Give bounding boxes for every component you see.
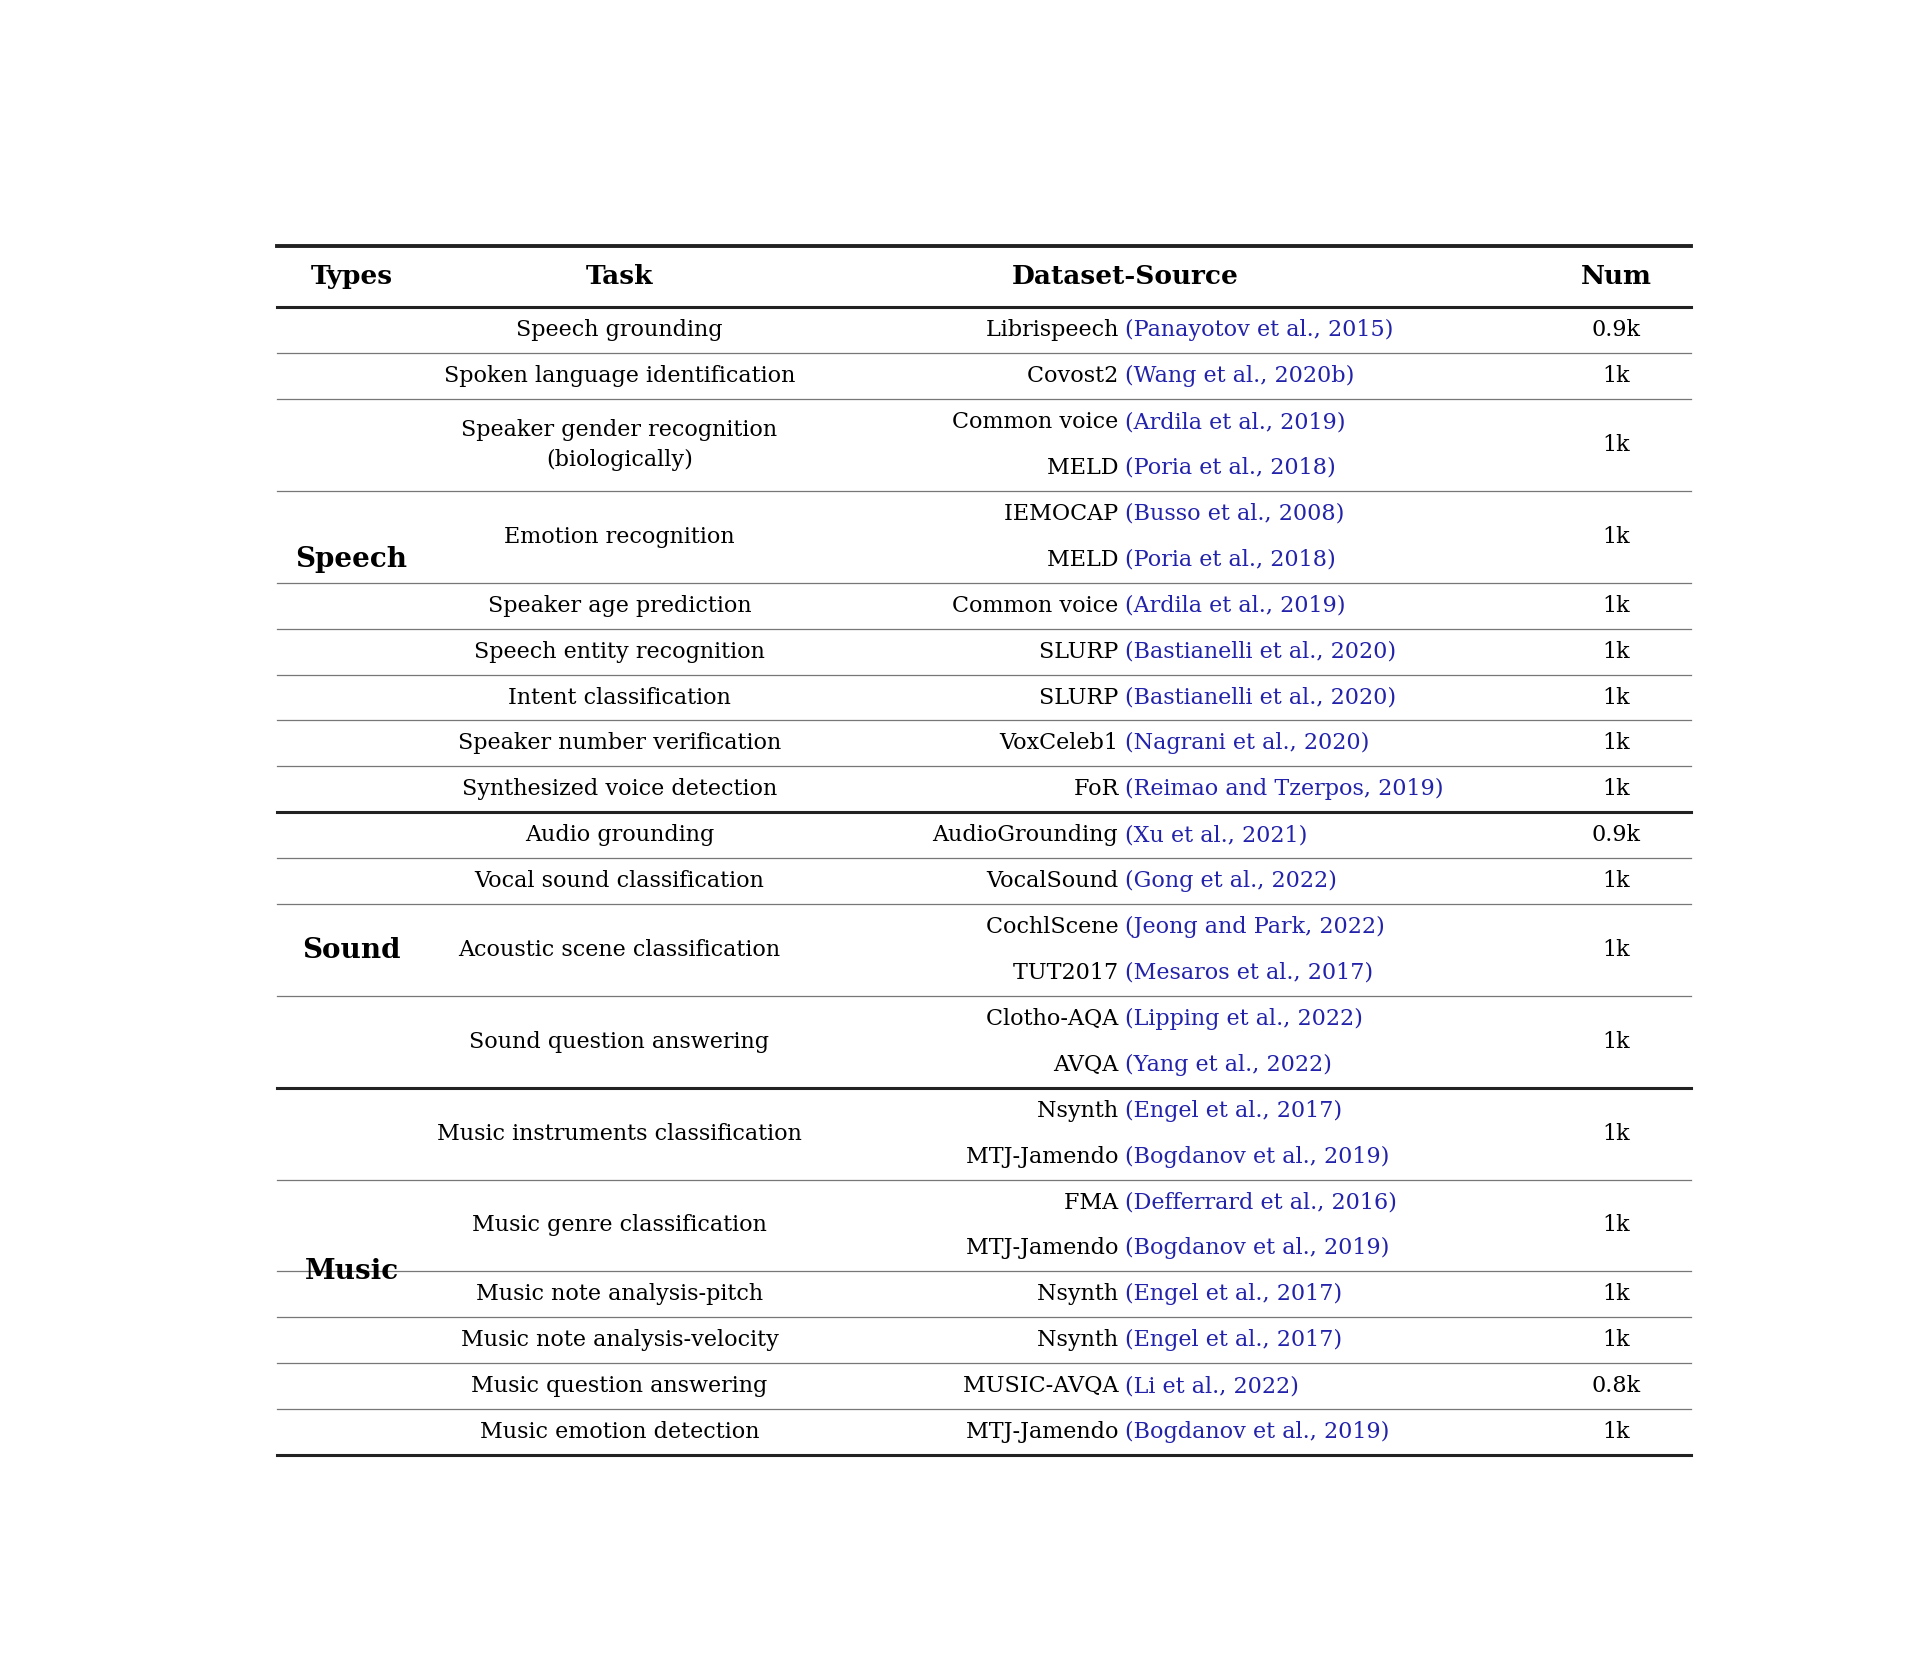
Text: Task: Task — [586, 264, 653, 289]
Text: AudioGrounding: AudioGrounding — [933, 824, 1125, 846]
Text: MUSIC-AVQA: MUSIC-AVQA — [962, 1375, 1125, 1397]
Text: Nsynth: Nsynth — [1037, 1283, 1125, 1305]
Text: 1k: 1k — [1603, 939, 1630, 961]
Text: Music note analysis-pitch: Music note analysis-pitch — [476, 1283, 762, 1305]
Text: (Li et al., 2022): (Li et al., 2022) — [1125, 1375, 1300, 1397]
Text: 0.9k: 0.9k — [1592, 319, 1642, 341]
Text: Emotion recognition: Emotion recognition — [505, 526, 735, 548]
Text: (Jeong and Park, 2022): (Jeong and Park, 2022) — [1125, 916, 1384, 937]
Text: Synthesized voice detection: Synthesized voice detection — [463, 779, 778, 800]
Text: FMA: FMA — [1064, 1191, 1125, 1213]
Text: (Gong et al., 2022): (Gong et al., 2022) — [1125, 871, 1336, 892]
Text: Music note analysis-velocity: Music note analysis-velocity — [461, 1328, 778, 1352]
Text: Common voice: Common voice — [952, 411, 1125, 433]
Text: MTJ-Jamendo: MTJ-Jamendo — [966, 1146, 1125, 1168]
Text: (Poria et al., 2018): (Poria et al., 2018) — [1125, 456, 1336, 480]
Text: Speech grounding: Speech grounding — [516, 319, 722, 341]
Text: Acoustic scene classification: Acoustic scene classification — [459, 939, 781, 961]
Text: Speech: Speech — [296, 546, 407, 573]
Text: Num: Num — [1580, 264, 1651, 289]
Text: 1k: 1k — [1603, 434, 1630, 456]
Text: (Yang et al., 2022): (Yang et al., 2022) — [1125, 1054, 1332, 1076]
Text: MTJ-Jamendo: MTJ-Jamendo — [966, 1420, 1125, 1444]
Text: (Ardila et al., 2019): (Ardila et al., 2019) — [1125, 411, 1346, 433]
Text: 1k: 1k — [1603, 687, 1630, 709]
Text: (Lipping et al., 2022): (Lipping et al., 2022) — [1125, 1008, 1363, 1029]
Text: Covost2: Covost2 — [1027, 366, 1125, 388]
Text: TUT2017: TUT2017 — [1014, 962, 1125, 984]
Text: (Ardila et al., 2019): (Ardila et al., 2019) — [1125, 595, 1346, 617]
Text: (Engel et al., 2017): (Engel et al., 2017) — [1125, 1283, 1342, 1305]
Text: AVQA: AVQA — [1052, 1054, 1125, 1076]
Text: 1k: 1k — [1603, 366, 1630, 388]
Text: Music genre classification: Music genre classification — [472, 1215, 766, 1237]
Text: (Panayotov et al., 2015): (Panayotov et al., 2015) — [1125, 319, 1394, 341]
Text: 1k: 1k — [1603, 779, 1630, 800]
Text: (Engel et al., 2017): (Engel et al., 2017) — [1125, 1328, 1342, 1352]
Text: Music question answering: Music question answering — [470, 1375, 768, 1397]
Text: (Mesaros et al., 2017): (Mesaros et al., 2017) — [1125, 962, 1373, 984]
Text: Librispeech: Librispeech — [985, 319, 1125, 341]
Text: Sound question answering: Sound question answering — [470, 1031, 770, 1053]
Text: MTJ-Jamendo: MTJ-Jamendo — [966, 1238, 1125, 1260]
Text: CochlScene: CochlScene — [985, 916, 1125, 937]
Text: MELD: MELD — [1046, 456, 1125, 480]
Text: 1k: 1k — [1603, 1283, 1630, 1305]
Text: (Defferrard et al., 2016): (Defferrard et al., 2016) — [1125, 1191, 1398, 1213]
Text: Spoken language identification: Spoken language identification — [444, 366, 795, 388]
Text: Types: Types — [311, 264, 394, 289]
Text: (Xu et al., 2021): (Xu et al., 2021) — [1125, 824, 1308, 846]
Text: 1k: 1k — [1603, 871, 1630, 892]
Text: VoxCeleb1: VoxCeleb1 — [998, 732, 1125, 754]
Text: Music: Music — [305, 1258, 399, 1285]
Text: Common voice: Common voice — [952, 595, 1125, 617]
Text: Speaker number verification: Speaker number verification — [457, 732, 781, 754]
Text: Speaker gender recognition
(biologically): Speaker gender recognition (biologically… — [461, 419, 778, 471]
Text: IEMOCAP: IEMOCAP — [1004, 503, 1125, 525]
Text: Dataset-Source: Dataset-Source — [1012, 264, 1238, 289]
Text: (Bastianelli et al., 2020): (Bastianelli et al., 2020) — [1125, 687, 1396, 709]
Text: Sound: Sound — [301, 936, 401, 964]
Text: (Busso et al., 2008): (Busso et al., 2008) — [1125, 503, 1344, 525]
Text: Audio grounding: Audio grounding — [524, 824, 714, 846]
Text: (Bogdanov et al., 2019): (Bogdanov et al., 2019) — [1125, 1238, 1390, 1260]
Text: (Engel et al., 2017): (Engel et al., 2017) — [1125, 1100, 1342, 1121]
Text: 1k: 1k — [1603, 595, 1630, 617]
Text: (Nagrani et al., 2020): (Nagrani et al., 2020) — [1125, 732, 1369, 755]
Text: 1k: 1k — [1603, 526, 1630, 548]
Text: 1k: 1k — [1603, 732, 1630, 754]
Text: 1k: 1k — [1603, 1215, 1630, 1237]
Text: Intent classification: Intent classification — [509, 687, 732, 709]
Text: Nsynth: Nsynth — [1037, 1328, 1125, 1352]
Text: (Reimao and Tzerpos, 2019): (Reimao and Tzerpos, 2019) — [1125, 779, 1444, 800]
Text: Speaker age prediction: Speaker age prediction — [488, 595, 751, 617]
Text: (Bogdanov et al., 2019): (Bogdanov et al., 2019) — [1125, 1420, 1390, 1444]
Text: VocalSound: VocalSound — [987, 871, 1125, 892]
Text: 1k: 1k — [1603, 1328, 1630, 1352]
Text: Music instruments classification: Music instruments classification — [438, 1123, 803, 1145]
Text: 1k: 1k — [1603, 1420, 1630, 1444]
Text: FoR: FoR — [1073, 779, 1125, 800]
Text: SLURP: SLURP — [1039, 640, 1125, 663]
Text: (Bastianelli et al., 2020): (Bastianelli et al., 2020) — [1125, 640, 1396, 663]
Text: Nsynth: Nsynth — [1037, 1100, 1125, 1121]
Text: MELD: MELD — [1046, 548, 1125, 571]
Text: 1k: 1k — [1603, 640, 1630, 663]
Text: Clotho-AQA: Clotho-AQA — [987, 1008, 1125, 1029]
Text: 1k: 1k — [1603, 1123, 1630, 1145]
Text: (Bogdanov et al., 2019): (Bogdanov et al., 2019) — [1125, 1146, 1390, 1168]
Text: 0.9k: 0.9k — [1592, 824, 1642, 846]
Text: 1k: 1k — [1603, 1031, 1630, 1053]
Text: Music emotion detection: Music emotion detection — [480, 1420, 758, 1444]
Text: Vocal sound classification: Vocal sound classification — [474, 871, 764, 892]
Text: Speech entity recognition: Speech entity recognition — [474, 640, 764, 663]
Text: (Wang et al., 2020b): (Wang et al., 2020b) — [1125, 366, 1356, 388]
Text: SLURP: SLURP — [1039, 687, 1125, 709]
Text: (Poria et al., 2018): (Poria et al., 2018) — [1125, 548, 1336, 571]
Text: 0.8k: 0.8k — [1592, 1375, 1642, 1397]
